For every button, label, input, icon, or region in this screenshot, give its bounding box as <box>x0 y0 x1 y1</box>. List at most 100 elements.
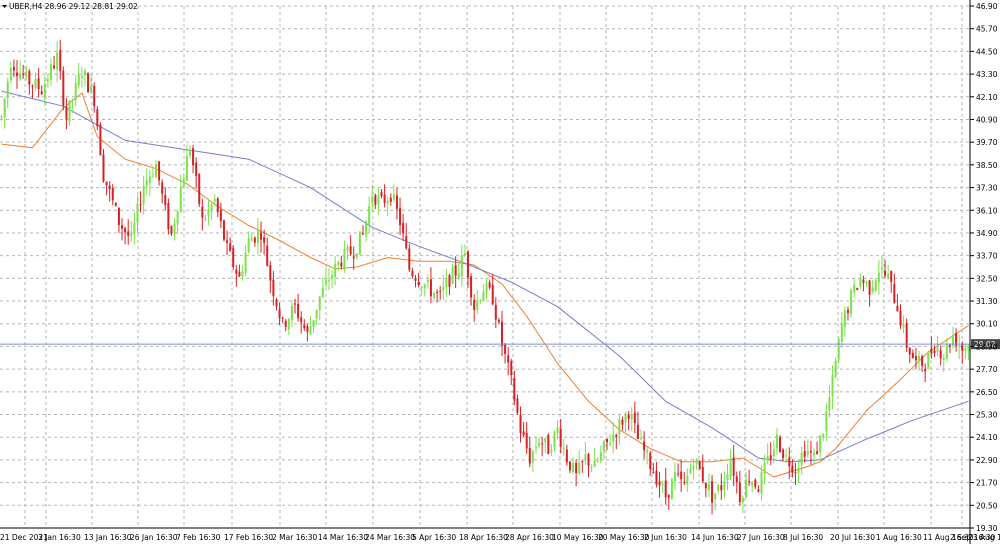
candle-body <box>612 434 615 442</box>
candle-body <box>96 109 99 127</box>
candle-body <box>890 270 893 282</box>
y-tick-label: 40.90 <box>976 115 998 124</box>
candle-body <box>399 208 402 226</box>
candle-body <box>127 231 130 236</box>
candle-body <box>896 305 899 312</box>
candle-body <box>145 180 148 186</box>
candle-body <box>28 71 31 85</box>
candle-body <box>167 203 170 229</box>
candle-body <box>834 360 837 378</box>
candle-body <box>306 326 309 332</box>
x-tick-label: 5 Apr 16:30 <box>412 533 456 542</box>
candle-body <box>368 206 371 225</box>
candle-body <box>729 460 732 477</box>
x-tick-label: 10 May 16:30 <box>552 533 604 542</box>
candle-body <box>198 174 201 205</box>
candle-body <box>250 238 253 242</box>
candle-body <box>386 200 389 204</box>
candle-body <box>269 264 272 281</box>
candle-body <box>707 484 710 490</box>
candle-body <box>315 309 318 319</box>
candle-body <box>155 164 158 178</box>
candle-body <box>272 279 275 297</box>
candle-body <box>516 398 519 413</box>
candle-body <box>939 350 942 359</box>
candle-body <box>859 278 862 287</box>
moving-averages <box>1 90 969 478</box>
candle-body <box>90 85 93 93</box>
candle-body <box>544 438 547 443</box>
candle-body <box>924 369 927 372</box>
candle-body <box>349 246 352 255</box>
candle-body <box>188 149 191 156</box>
candle-body <box>775 434 778 449</box>
candle-body <box>534 447 537 449</box>
candle-body <box>457 273 460 279</box>
candle-body <box>565 449 568 463</box>
moving-average-line <box>1 92 969 478</box>
candle-body <box>148 176 151 183</box>
candle-body <box>87 73 90 93</box>
candle-body <box>340 262 343 267</box>
candle-body <box>244 252 247 274</box>
candle-body <box>485 283 488 294</box>
candle-body <box>133 222 136 233</box>
candle-body <box>207 209 210 217</box>
candle-body <box>482 291 485 302</box>
candle-body <box>65 107 68 120</box>
candle-body <box>309 326 312 335</box>
current-price-line: 29.02 <box>0 339 1000 350</box>
candle-body <box>334 263 337 278</box>
candle-body <box>473 300 476 310</box>
candle-body <box>488 282 491 288</box>
candle-body <box>717 485 720 491</box>
candle-body <box>837 339 840 360</box>
candle-body <box>692 466 695 469</box>
candle-body <box>584 454 587 461</box>
x-tick-label: 8 Jul 16:30 <box>783 533 823 542</box>
candle-body <box>34 78 37 88</box>
candle-body <box>263 237 266 243</box>
candle-body <box>83 71 86 76</box>
candle-body <box>423 284 426 289</box>
candle-body <box>479 300 482 302</box>
candle-body <box>331 275 334 278</box>
candle-body <box>609 443 612 445</box>
candle-body <box>6 81 9 98</box>
candle-body <box>247 237 250 253</box>
candle-body <box>698 461 701 469</box>
candle-body <box>513 378 516 401</box>
candle-body <box>627 414 630 419</box>
candle-body <box>902 324 905 328</box>
candle-body <box>868 280 871 295</box>
x-tick-label: 14 Mar 16:30 <box>318 533 368 542</box>
x-tick-label: 23 Aug 16:30 <box>968 533 1000 542</box>
grid <box>0 5 970 529</box>
candle-body <box>99 124 102 156</box>
candle-body <box>185 155 188 181</box>
dropdown-arrow-icon[interactable] <box>2 5 7 8</box>
candle-body <box>380 192 383 196</box>
y-tick-label: 33.70 <box>976 252 998 261</box>
candle-body <box>735 476 738 483</box>
candle-body <box>491 284 494 305</box>
candle-body <box>278 309 281 318</box>
candle-body <box>405 236 408 249</box>
candle-body <box>587 454 590 466</box>
candle-body <box>337 261 340 265</box>
candle-body <box>361 233 364 235</box>
candle-body <box>287 319 290 330</box>
candle-body <box>531 451 534 463</box>
x-tick-label: 2 Sep 16:30 <box>950 533 996 542</box>
candle-body <box>130 232 133 237</box>
candle-body <box>816 451 819 455</box>
candle-body <box>343 248 346 270</box>
moving-average-line <box>1 90 969 463</box>
candle-body <box>164 194 167 206</box>
candle-body <box>636 424 639 439</box>
candle-body <box>794 472 797 474</box>
x-tick-label: 24 Mar 16:30 <box>365 533 415 542</box>
candle-body <box>56 52 59 70</box>
